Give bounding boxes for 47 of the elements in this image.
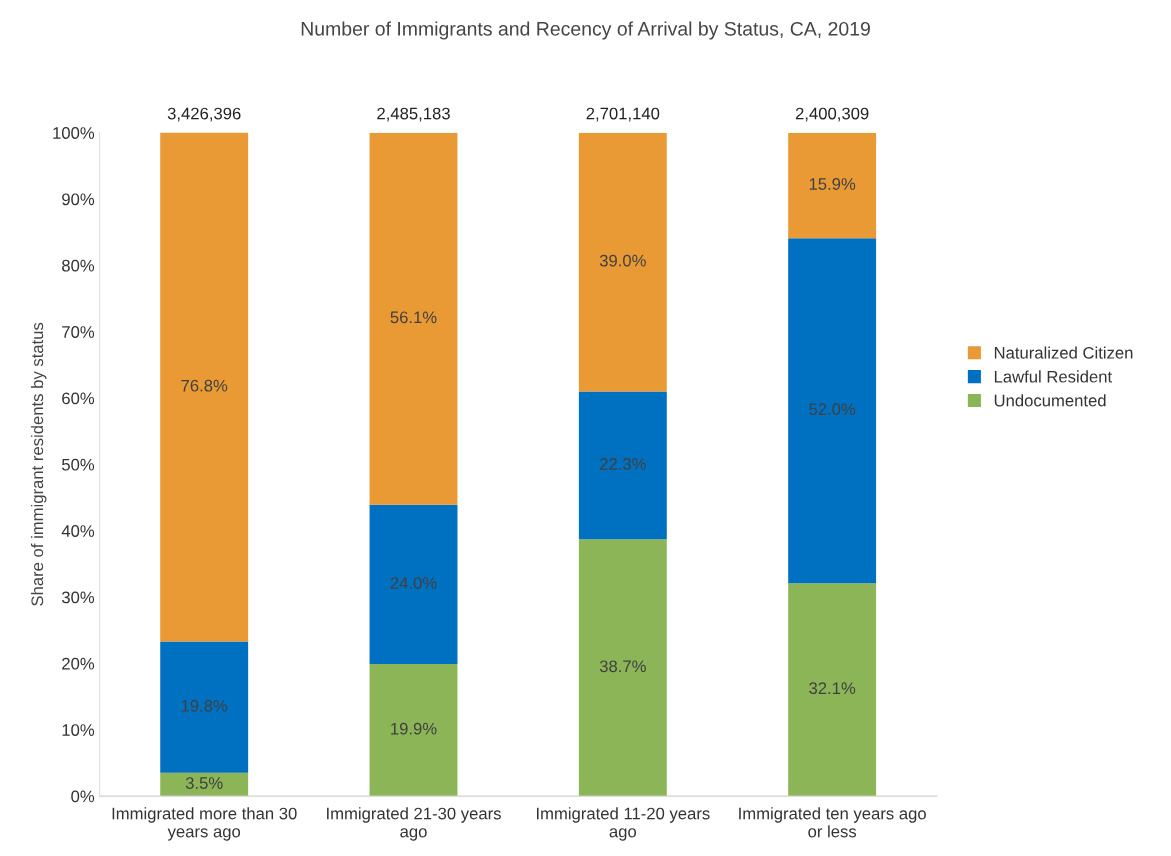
text: 2,701,140 [586, 107, 660, 122]
text: 3,426,396 [167, 107, 241, 122]
data-label: 22.3% [600, 458, 646, 470]
y-tick-label: 90% [62, 193, 95, 206]
y-tick-label: 30% [61, 591, 95, 604]
data-label: 39.0% [599, 254, 646, 267]
bar [369, 664, 458, 797]
y-tick-label: 20% [62, 657, 95, 670]
data-label: 19.9% [391, 722, 437, 735]
bar [788, 238, 877, 584]
y-tick-label: 10% [62, 724, 95, 736]
y-tick-label: 40% [61, 525, 95, 537]
bar [160, 641, 249, 773]
bar [369, 504, 458, 665]
y-axis-title: Share of immigrant residents by status [30, 322, 47, 606]
text: 2,485,183 [377, 107, 450, 122]
y-tick-label: 70% [62, 326, 95, 338]
data-label: 32.1% [809, 682, 856, 695]
y-tick-label: 0% [71, 790, 95, 803]
bar [788, 132, 877, 239]
data-label: 52.0% [809, 403, 856, 416]
data-label: 24.0% [390, 577, 437, 589]
x-tick-label: Immigrated ten years ago or less [739, 807, 926, 838]
y-tick-label: 60% [62, 392, 95, 405]
x-tick-label: Immigrated 11-20 years ago [536, 807, 710, 841]
y-tick-label: 100% [53, 127, 95, 139]
y-tick-label: 80% [62, 259, 95, 272]
bar [578, 391, 667, 540]
data-label: 15.9% [809, 178, 856, 190]
legend-label: Undocumented [994, 394, 1106, 407]
bar [578, 539, 667, 797]
x-tick-label: Immigrated 21-30 years ago [327, 807, 501, 841]
data-label: 19.8% [181, 699, 228, 712]
legend-label: Naturalized Citizen [994, 346, 1133, 359]
bar [788, 583, 877, 797]
x-tick-label: Immigrated more than 30 years ago [112, 807, 297, 841]
data-label: 76.8% [181, 379, 228, 392]
data-label: 3.5% [185, 777, 223, 789]
chart-title: Number of Immigrants and Recency of Arrival by Status, CA, 2019 [301, 21, 870, 40]
legend-label: Lawful Resident [994, 370, 1113, 383]
bar [160, 132, 249, 642]
bar [369, 132, 458, 505]
text: 2,400,309 [795, 107, 869, 122]
data-label: 56.1% [390, 311, 437, 324]
bar [578, 132, 667, 392]
data-label: 38.7% [599, 660, 646, 673]
y-tick-label: 50% [61, 458, 95, 471]
